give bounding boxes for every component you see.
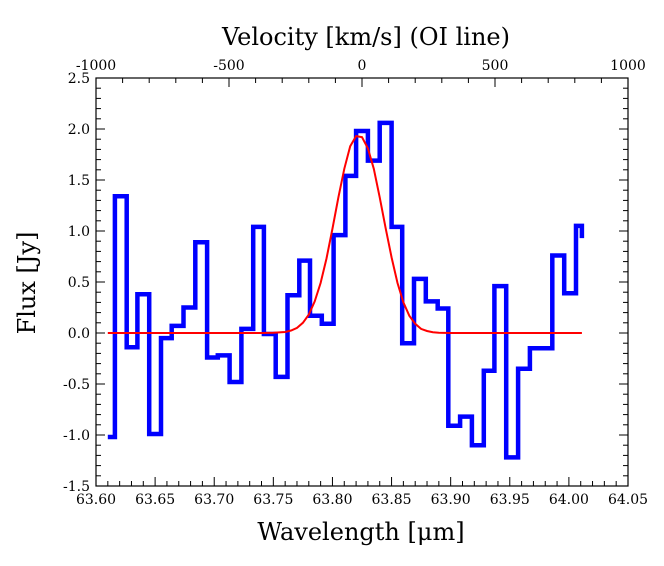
top-tick-label: 500 — [482, 58, 509, 74]
y-tick-label: -0.5 — [63, 377, 90, 393]
y-tick-labels: 2.5 2.0 1.5 1.0 0.5 0.0 -0.5 -1.0 -1.5 — [63, 71, 90, 495]
x-tick-label: 63.65 — [135, 492, 175, 508]
top-tick-label: 0 — [358, 58, 367, 74]
top-tick-label: -500 — [213, 58, 244, 74]
x-tick-label: 63.70 — [194, 492, 234, 508]
x-tick-label: 63.80 — [312, 492, 352, 508]
y-tick-label: -1.0 — [63, 428, 90, 444]
y-tick-label: 1.5 — [68, 173, 90, 189]
y-tick-label: 0.0 — [68, 326, 90, 342]
y-tick-label: 2.0 — [68, 122, 90, 138]
y-tick-label: 2.5 — [68, 71, 90, 87]
x-tick-label: 63.95 — [490, 492, 530, 508]
x-tick-label: 64.00 — [549, 492, 589, 508]
x-tick-label: 63.85 — [372, 492, 412, 508]
x-tick-labels: 63.60 63.65 63.70 63.75 63.80 63.85 63.90 63.95… — [76, 492, 648, 508]
series-layer — [107, 120, 585, 460]
y-tick-label: -1.5 — [63, 479, 90, 495]
axis-ticks — [95, 77, 629, 487]
x-axis-title: Wavelength [μm] — [257, 518, 464, 546]
x-tick-label: 64.05 — [608, 492, 648, 508]
y-tick-label: 1.0 — [68, 224, 90, 240]
top-tick-label: -1000 — [76, 58, 116, 74]
y-axis-title: Flux [Jy] — [13, 232, 41, 335]
top-tick-label: 1000 — [610, 58, 646, 74]
x-tick-label: 63.60 — [76, 492, 116, 508]
y-tick-label: 0.5 — [68, 275, 90, 291]
top-axis-title: Velocity [km/s] (OI line) — [221, 23, 510, 51]
observed-spectrum-line — [107, 120, 585, 460]
top-tick-labels: -1000 -500 0 500 1000 — [76, 58, 646, 74]
x-tick-label: 63.75 — [253, 492, 293, 508]
gaussian-fit-line — [107, 134, 582, 334]
x-tick-label: 63.90 — [431, 492, 471, 508]
